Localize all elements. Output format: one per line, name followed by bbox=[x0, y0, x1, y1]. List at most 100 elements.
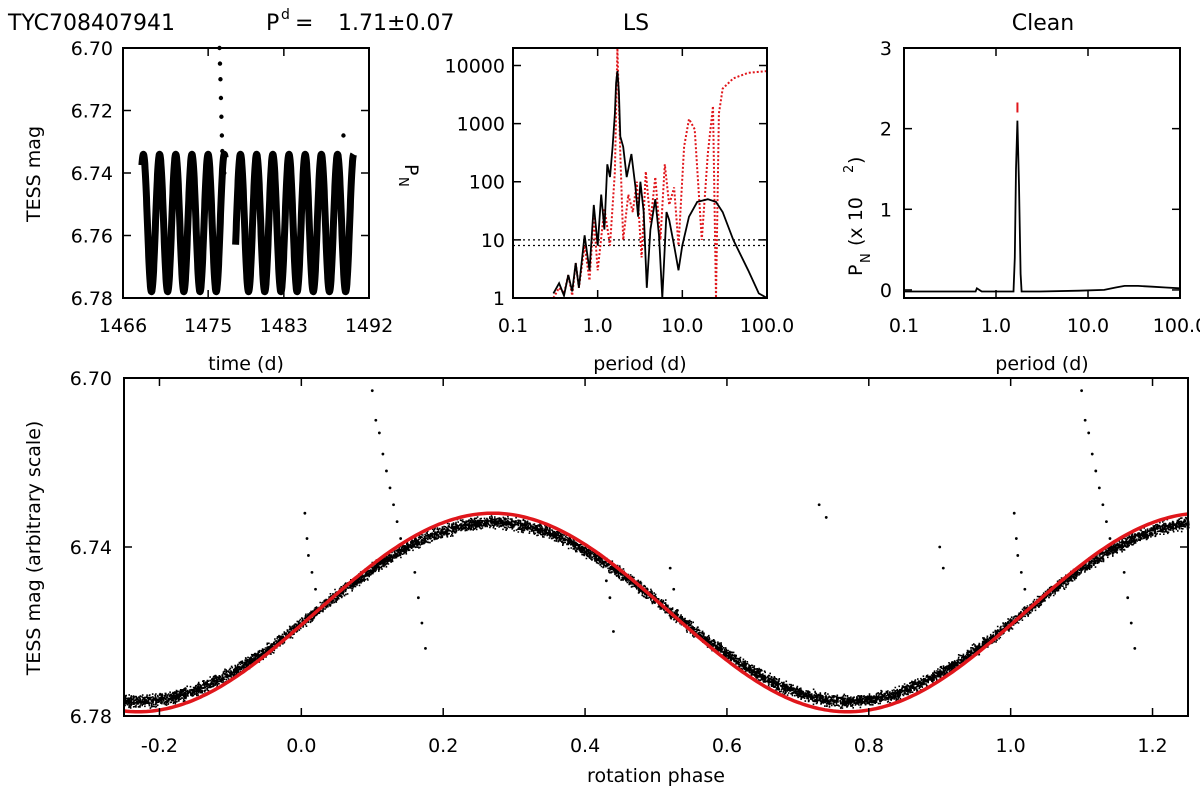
phase-flare-point bbox=[409, 545, 413, 549]
phase-flare-point bbox=[374, 418, 378, 422]
clean-xtick-label: 0.1 bbox=[889, 315, 919, 337]
clean-ylabel-subscript: N bbox=[859, 253, 874, 263]
lightcurve-xlabel: time (d) bbox=[208, 353, 284, 375]
phase-flare-point bbox=[399, 537, 403, 540]
phase-ytick-label: 6.70 bbox=[70, 368, 112, 390]
phase-xtick-label: 1.0 bbox=[996, 735, 1026, 757]
phase-frame bbox=[123, 377, 1189, 717]
phase-flare-point bbox=[1083, 418, 1087, 422]
clean-ylabel-close: ) bbox=[845, 157, 867, 164]
phase-flare-point bbox=[1080, 389, 1083, 393]
phase-flare-point bbox=[1023, 587, 1027, 591]
phase-xtick-label: -0.2 bbox=[141, 735, 178, 757]
phase-flare-point bbox=[416, 596, 420, 600]
period-equals: = bbox=[295, 11, 313, 36]
phase-xtick-label: 0.6 bbox=[712, 735, 742, 757]
phase-flare-point bbox=[1014, 537, 1018, 540]
clean-ylabel-suffix: (x 10 bbox=[845, 197, 867, 246]
phase-flare-point bbox=[817, 503, 821, 507]
phase-flare-point bbox=[675, 608, 679, 612]
phase-flare-point bbox=[377, 431, 381, 435]
clean-xtick-label: 100.0 bbox=[1153, 315, 1200, 337]
ls-xlabel: period (d) bbox=[593, 353, 686, 375]
phase-flare-point bbox=[381, 452, 385, 456]
phase-flare-point bbox=[1016, 554, 1020, 557]
phase-flare-point bbox=[1122, 570, 1126, 574]
phase-flare-point bbox=[395, 520, 399, 524]
lightcurve-xtick-label: 1492 bbox=[345, 315, 393, 337]
clean-ticks: 0.1 1.0 10.0 100.0 0 1 2 3 bbox=[880, 38, 1200, 337]
phase-ytick-label: 6.74 bbox=[70, 537, 112, 559]
clean-xtick-label: 1.0 bbox=[981, 315, 1011, 337]
ls-series-periodogram bbox=[552, 71, 768, 299]
phase-xlabel: rotation phase bbox=[587, 765, 725, 787]
lightcurve-xtick-label: 1483 bbox=[260, 315, 308, 337]
phase-ytick-label: 6.78 bbox=[70, 706, 112, 728]
phase-flare-point bbox=[604, 579, 608, 583]
phase-chart: -0.2 0.0 0.2 0.4 0.6 0.8 1.0 1.2 6.70 6.74 6.78 ro… bbox=[23, 368, 1190, 787]
clean-plot-area bbox=[904, 102, 1181, 293]
ls-ticks: 0.1 1.0 10.0 100.0 1 10 100 1000 10000 bbox=[445, 48, 794, 337]
phase-flare-point bbox=[392, 503, 395, 507]
lightcurve-flare-point bbox=[222, 170, 227, 176]
ls-ylabel: P N bbox=[395, 164, 422, 187]
clean-ytick-label: 3 bbox=[880, 38, 892, 60]
phase-flare-point bbox=[1101, 503, 1105, 507]
phase-flare-point bbox=[1087, 431, 1091, 435]
phase-flare-point bbox=[305, 537, 309, 540]
ls-ytick-label: 1 bbox=[493, 288, 505, 310]
clean-ylabel-sup: 2 bbox=[842, 165, 857, 173]
ls-frame bbox=[512, 47, 768, 299]
phase-flare-point bbox=[385, 469, 388, 473]
lightcurve-series bbox=[138, 150, 357, 296]
phase-flare-point bbox=[1094, 469, 1098, 473]
phase-flare-point bbox=[310, 570, 314, 574]
phase-data-points bbox=[124, 515, 1190, 709]
clean-chart: 0.1 1.0 10.0 100.0 0 1 2 3 period (d) P N (x 10… bbox=[842, 38, 1200, 375]
lightcurve-flare-point bbox=[219, 114, 224, 119]
lightcurve-flare-point bbox=[218, 95, 224, 101]
phase-flare-point bbox=[1108, 537, 1112, 540]
phase-flare-point bbox=[672, 587, 676, 591]
lightcurve-ytick-label: 6.78 bbox=[71, 288, 113, 310]
clean-frame bbox=[903, 47, 1181, 299]
phase-flare-point bbox=[370, 389, 374, 393]
period-symbol: P bbox=[266, 11, 279, 36]
phase-xtick-label: 0.0 bbox=[286, 735, 316, 757]
lightcurve-flare-point bbox=[341, 133, 346, 138]
clean-title: Clean bbox=[1012, 11, 1074, 36]
ls-ytick-label: 10 bbox=[481, 230, 505, 252]
phase-model-curve bbox=[123, 511, 1189, 714]
ls-ytick-label: 100 bbox=[469, 172, 505, 194]
phase-xtick-label: 0.8 bbox=[854, 735, 884, 757]
phase-flare-point bbox=[608, 596, 612, 600]
lightcurve-flare-point bbox=[219, 133, 225, 138]
phase-xtick-label: 0.2 bbox=[428, 735, 458, 757]
ls-xtick-label: 1.0 bbox=[583, 315, 613, 337]
lightcurve-ytick-label: 6.70 bbox=[71, 38, 113, 60]
lightcurve-plot-area bbox=[138, 45, 357, 296]
ls-xtick-label: 0.1 bbox=[498, 315, 528, 337]
phase-flare-point bbox=[824, 516, 828, 519]
phase-plot-area bbox=[123, 389, 1190, 714]
phase-flare-point bbox=[303, 511, 307, 515]
phase-flare-point bbox=[420, 621, 424, 625]
phase-flare-point bbox=[1012, 511, 1016, 515]
phase-flare-point bbox=[307, 554, 310, 557]
phase-xtick-label: 0.4 bbox=[570, 735, 600, 757]
clean-xlabel: period (d) bbox=[995, 353, 1088, 375]
period-superscript: d bbox=[281, 7, 290, 23]
clean-ylabel: P N (x 10 2 ) bbox=[842, 157, 874, 276]
phase-flare-point bbox=[1126, 596, 1130, 600]
ls-xtick-label: 100.0 bbox=[740, 315, 794, 337]
phase-flare-point bbox=[941, 566, 945, 570]
ls-ylabel-subscript: N bbox=[395, 177, 410, 187]
phase-flare-point bbox=[938, 545, 942, 549]
phase-flare-point bbox=[1019, 570, 1023, 574]
ls-ytick-label: 1000 bbox=[457, 114, 505, 136]
star-id: TYC708407941 bbox=[7, 11, 175, 36]
lightcurve-ytick-label: 6.76 bbox=[71, 226, 113, 248]
lightcurve-xtick-label: 1475 bbox=[184, 315, 232, 337]
period-value: 1.71±0.07 bbox=[338, 11, 454, 36]
